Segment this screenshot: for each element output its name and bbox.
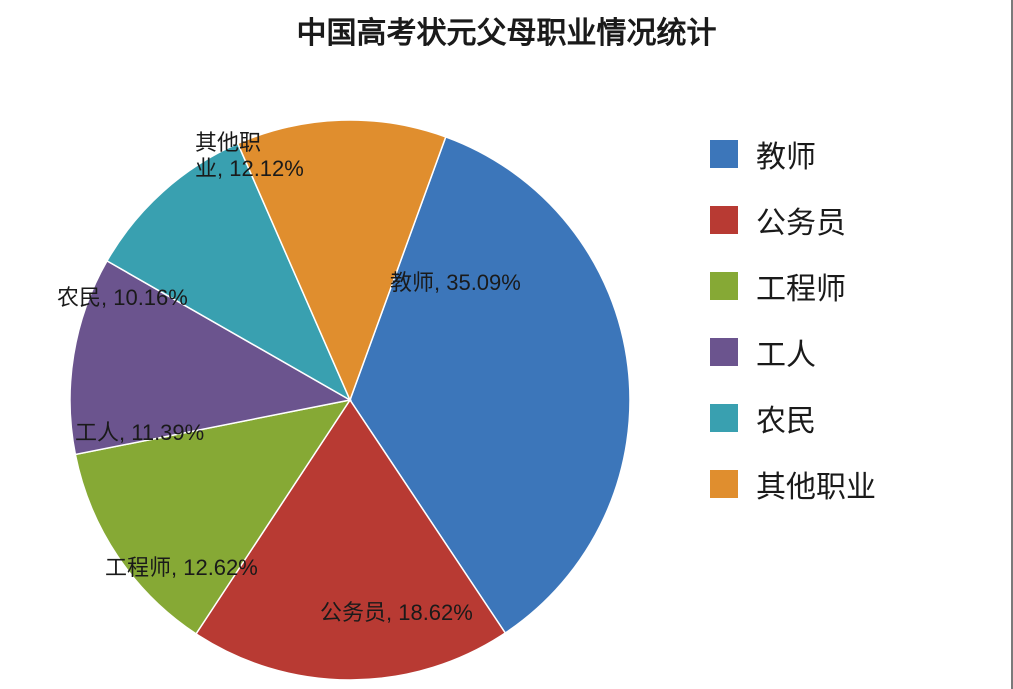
legend-swatch-icon (710, 404, 738, 432)
slice-label-教师: 教师, 35.09% (390, 270, 521, 296)
legend-label: 工程师 (756, 264, 846, 308)
slice-label-其他职业: 其他职 业, 12.12% (195, 130, 304, 183)
legend-swatch-icon (710, 470, 738, 498)
legend-item-工人: 工人 (710, 338, 876, 366)
legend-label: 公务员 (756, 198, 846, 242)
pie-chart-container: 中国高考状元父母职业情况统计 教师公务员工程师工人农民其他职业 教师, 35.0… (0, 0, 1013, 689)
legend-swatch-icon (710, 338, 738, 366)
legend-label: 农民 (756, 396, 816, 440)
legend-label: 教师 (756, 132, 816, 176)
legend-label: 其他职业 (756, 462, 876, 506)
legend-item-公务员: 公务员 (710, 206, 876, 234)
chart-title: 中国高考状元父母职业情况统计 (0, 8, 1013, 52)
legend-label: 工人 (756, 330, 816, 374)
legend-item-农民: 农民 (710, 404, 876, 432)
legend-swatch-icon (710, 206, 738, 234)
legend-item-教师: 教师 (710, 140, 876, 168)
slice-label-农民: 农民, 10.16% (57, 285, 188, 311)
pie-chart (66, 116, 634, 684)
chart-legend: 教师公务员工程师工人农民其他职业 (710, 140, 876, 536)
legend-item-工程师: 工程师 (710, 272, 876, 300)
legend-swatch-icon (710, 140, 738, 168)
legend-item-其他职业: 其他职业 (710, 470, 876, 498)
slice-label-工程师: 工程师, 12.62% (105, 555, 258, 581)
legend-swatch-icon (710, 272, 738, 300)
slice-label-公务员: 公务员, 18.62% (320, 600, 473, 626)
slice-label-工人: 工人, 11.39% (75, 420, 204, 446)
